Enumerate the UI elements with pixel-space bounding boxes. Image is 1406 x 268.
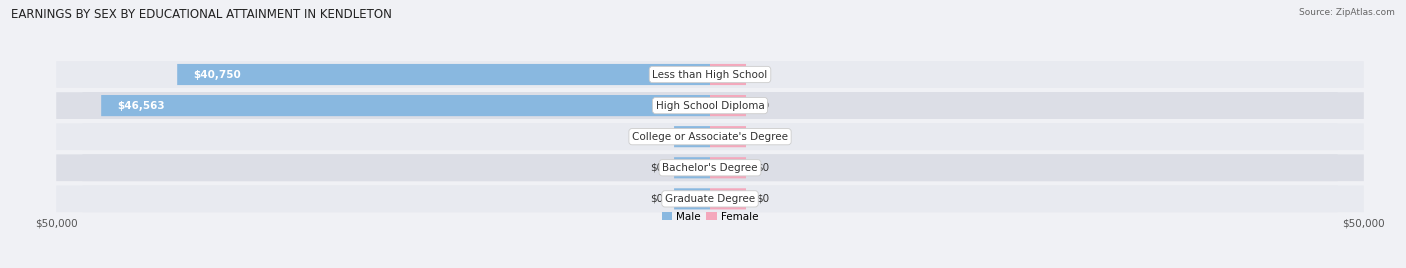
FancyBboxPatch shape: [673, 188, 710, 209]
FancyBboxPatch shape: [710, 64, 747, 85]
Text: $0: $0: [756, 100, 769, 111]
FancyBboxPatch shape: [177, 64, 710, 85]
Text: Less than High School: Less than High School: [652, 69, 768, 80]
FancyBboxPatch shape: [56, 61, 1364, 88]
FancyBboxPatch shape: [673, 126, 710, 147]
FancyBboxPatch shape: [56, 123, 1364, 150]
FancyBboxPatch shape: [56, 92, 1364, 119]
Text: $0: $0: [651, 194, 664, 204]
FancyBboxPatch shape: [710, 188, 747, 209]
Text: Bachelor's Degree: Bachelor's Degree: [662, 163, 758, 173]
FancyBboxPatch shape: [83, 154, 1337, 181]
Text: $0: $0: [756, 194, 769, 204]
FancyBboxPatch shape: [83, 61, 1337, 88]
FancyBboxPatch shape: [710, 126, 747, 147]
Text: $0: $0: [756, 132, 769, 142]
FancyBboxPatch shape: [673, 157, 710, 178]
Text: $0: $0: [651, 132, 664, 142]
Legend: Male, Female: Male, Female: [662, 212, 758, 222]
Text: Source: ZipAtlas.com: Source: ZipAtlas.com: [1299, 8, 1395, 17]
Text: High School Diploma: High School Diploma: [655, 100, 765, 111]
Text: EARNINGS BY SEX BY EDUCATIONAL ATTAINMENT IN KENDLETON: EARNINGS BY SEX BY EDUCATIONAL ATTAINMEN…: [11, 8, 392, 21]
FancyBboxPatch shape: [56, 154, 1364, 181]
Text: $0: $0: [756, 163, 769, 173]
Text: $0: $0: [651, 163, 664, 173]
Text: College or Associate's Degree: College or Associate's Degree: [633, 132, 787, 142]
FancyBboxPatch shape: [710, 95, 747, 116]
Text: $40,750: $40,750: [193, 69, 240, 80]
FancyBboxPatch shape: [83, 185, 1337, 212]
Text: $46,563: $46,563: [117, 100, 165, 111]
Text: $0: $0: [756, 69, 769, 80]
FancyBboxPatch shape: [710, 157, 747, 178]
FancyBboxPatch shape: [101, 95, 710, 116]
FancyBboxPatch shape: [83, 123, 1337, 150]
Text: Graduate Degree: Graduate Degree: [665, 194, 755, 204]
FancyBboxPatch shape: [83, 92, 1337, 119]
FancyBboxPatch shape: [56, 185, 1364, 212]
